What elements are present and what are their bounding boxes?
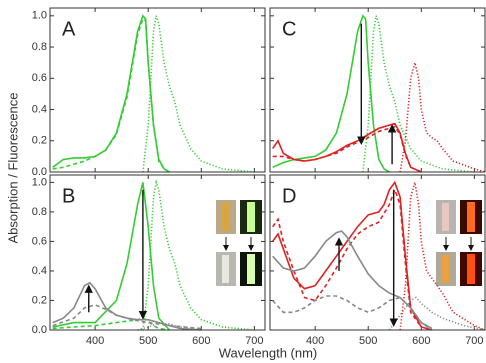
spectrum-line [388,296,486,331]
panel-letter: B [62,185,75,207]
y-tick-label: 0.4 [32,265,47,277]
x-tick-label: 400 [86,335,104,347]
spectrum-line [272,125,422,173]
x-axis-label: Wavelength (nm) [219,345,318,360]
x-tick-label: 600 [192,335,210,347]
x-tick-label: 600 [412,335,430,347]
y-tick-label: 0.8 [32,206,47,218]
inset-photos-d [436,200,482,286]
spectrum-line [399,62,486,173]
panel: C [269,7,486,173]
panel: 0.0 0.2 0.4 0.6 0.8 1.0 A [32,7,266,178]
spectrum-line [362,15,475,173]
x-tick-label: 500 [359,335,377,347]
y-tick-label: 0.2 [32,135,47,147]
spectrum-line [272,180,433,331]
spectrum-line [52,304,202,330]
spectrum-line [142,15,255,173]
x-tick-label: 700 [245,335,263,347]
spectrum-line [399,182,486,331]
panel-letter: D [282,185,296,207]
panel-frame [269,174,486,331]
panel-frame [49,7,266,173]
y-tick-label: 0.4 [32,103,47,115]
y-tick-label: 0.6 [32,235,47,247]
y-tick-label: 0.2 [32,294,47,306]
spectrum-line [52,182,170,331]
panel-letter: A [62,18,76,40]
y-tick-label: 1.0 [32,176,47,188]
y-tick-label: 0.0 [32,166,47,178]
x-tick-label: 700 [465,335,483,347]
panel-frame [269,7,486,173]
spectrum-line [272,14,390,173]
y-tick-label: 1.0 [32,10,47,22]
panel: 400 500 600 700 D [269,174,486,347]
y-tick-label: 0.8 [32,41,47,53]
panel-frame [49,174,266,331]
y-tick-label: 0.0 [32,324,47,336]
x-tick-label: 500 [139,335,157,347]
spectrum-line [52,17,170,173]
inset-photos-b [216,200,262,286]
spectrum-line [272,295,433,331]
y-axis-label: Absorption / Fluorescence [5,92,20,243]
panel: 0.0 0.2 0.4 0.6 0.8 1.0 400 500 600 700 B [32,174,266,347]
spectrum-line [142,179,255,331]
spectrum-line [272,187,422,328]
panel-letter: C [282,18,296,40]
y-tick-label: 0.6 [32,72,47,84]
x-tick-label: 400 [306,335,324,347]
